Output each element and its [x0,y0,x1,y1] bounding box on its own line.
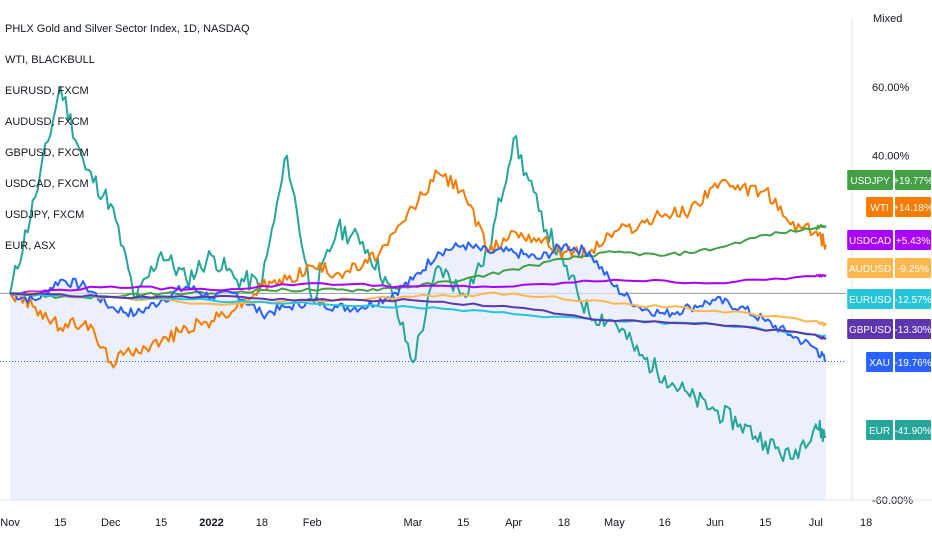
value-label-name: USDJPY [850,176,890,187]
series-line-xau[interactable] [9,241,827,363]
value-label-name-box [866,420,893,440]
legend: PHLX Gold and Silver Sector Index, 1D, N… [5,22,250,270]
legend-item-audusd[interactable]: AUDUSD, FXCM [5,116,89,128]
value-label-value: -41.90% [894,426,931,437]
value-label-value-box [895,258,931,278]
value-label-name: AUDUSD [849,264,891,275]
legend-item-wti[interactable]: WTI, BLACKBULL [5,54,95,66]
time-tick-label: 2022 [199,517,223,529]
series-line-audusd[interactable] [9,291,827,327]
time-tick-label: 15 [759,517,771,529]
value-label-name: EUR [869,426,890,437]
value-label-gbpusd[interactable]: GBPUSD -13.30% [847,319,932,339]
value-label-name-box [866,352,893,372]
series-line-usdcad[interactable] [10,273,827,295]
time-tick-label: 16 [659,517,671,529]
value-label-value: +5.43% [896,236,930,247]
series-line-eur[interactable] [9,85,827,463]
time-tick-label: Jul [809,517,823,529]
series-line-gbpusd[interactable] [10,292,827,340]
value-label-name-box [847,319,893,339]
value-label-eurusd[interactable]: EURUSD -12.57% [847,289,932,309]
time-tick-label: Mar [403,517,422,529]
time-tick-label: Feb [303,517,322,529]
time-tick-label: Jun [706,517,724,529]
legend-item-gbpusd[interactable]: GBPUSD, FXCM [5,147,89,159]
value-label-value: -13.30% [894,325,931,336]
value-label-name-box [866,197,893,217]
time-tick-label: 18 [256,517,268,529]
value-labels: USDJPY +19.77% WTI +14.18% USDCAD +5.43% AUDUS… [847,170,932,440]
value-label-name-box [847,289,893,309]
price-tick-label: 40.00% [872,151,910,163]
time-tick-label: Apr [505,517,522,529]
legend-item-usdcad[interactable]: USDCAD, FXCM [5,178,89,190]
value-label-value-box [895,289,931,309]
value-label-name: EURUSD [849,295,891,306]
time-tick-label: 15 [54,517,66,529]
price-tick-label: -60.00% [872,495,913,507]
time-axis[interactable]: Nov 15 Dec 15 2022 18 Feb Mar 15 Apr 18 May 16 Jun 15 J… [0,499,932,529]
value-label-name: GBPUSD [849,325,891,336]
time-tick-label: May [604,517,625,529]
scale-mode-label[interactable]: Mixed [873,13,902,25]
legend-item-usdjpy[interactable]: USDJPY, FXCM [5,209,85,221]
value-label-audusd[interactable]: AUDUSD -9.25% [847,258,931,278]
value-label-value-box [895,420,931,440]
time-tick-label: 15 [155,517,167,529]
value-label-value: -19.76% [894,358,931,369]
time-tick-label: 18 [860,517,872,529]
value-label-value: +19.77% [893,176,932,187]
xau-area-fill [10,242,826,500]
value-label-value-box [895,197,931,217]
price-tick-label: 60.00% [872,82,910,94]
value-label-wti[interactable]: WTI +14.18% [866,197,932,217]
value-label-xau[interactable]: XAU -19.76% [866,352,932,372]
value-label-value: -12.57% [894,295,931,306]
legend-item-eur[interactable]: EUR, ASX [5,240,56,252]
price-axis[interactable]: 60.00% 40.00% -60.00% Mixed [851,13,913,507]
value-label-eur[interactable]: EUR -41.90% [866,420,932,440]
legend-item-eurusd[interactable]: EURUSD, FXCM [5,85,89,97]
time-tick-label: 18 [558,517,570,529]
chart-title: PHLX Gold and Silver Sector Index, 1D, N… [5,23,250,35]
value-label-name: USDCAD [849,236,891,247]
value-label-value: -9.25% [897,264,929,275]
series-line-usdjpy[interactable] [9,224,827,300]
value-label-usdcad[interactable]: USDCAD +5.43% [847,230,931,250]
series-line-wti[interactable] [9,169,827,369]
value-label-value-box [895,230,931,250]
value-label-value-box [895,352,931,372]
value-label-name: XAU [869,358,890,369]
value-label-name-box [847,170,893,190]
value-label-name-box [847,258,893,278]
time-tick-label: 15 [457,517,469,529]
value-label-name: WTI [870,203,888,214]
value-label-value-box [895,170,931,190]
time-tick-label: Nov [0,517,20,529]
time-tick-label: Dec [101,517,121,529]
value-label-value-box [895,319,931,339]
plot-area[interactable] [0,85,846,500]
value-label-value: +14.18% [893,203,932,214]
value-label-name-box [847,230,893,250]
value-label-usdjpy[interactable]: USDJPY +19.77% [847,170,932,190]
